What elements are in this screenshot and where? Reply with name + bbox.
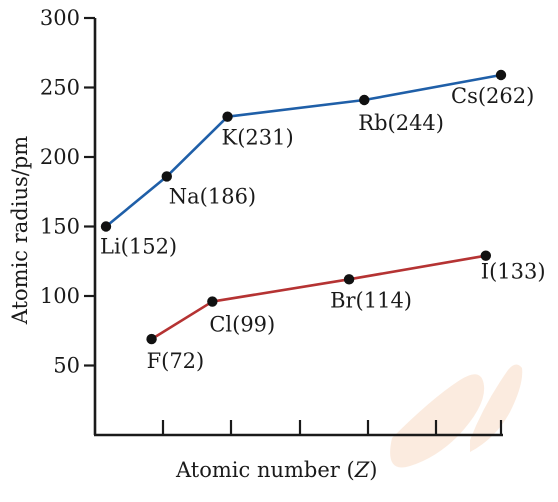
label-na: Na(186): [169, 184, 256, 208]
y-tick-label-200: 200: [40, 145, 80, 169]
point-cl: [207, 296, 218, 307]
label-rb: Rb(244): [358, 111, 444, 135]
x-axis-title-close: ): [369, 458, 377, 482]
label-f: F(72): [147, 349, 205, 373]
point-cs: [495, 69, 507, 81]
markers: [100, 69, 507, 345]
label-li: Li(152): [100, 235, 177, 259]
y-tick-label-250: 250: [40, 76, 80, 100]
series-line-1: [105, 73, 502, 228]
point-i: [480, 250, 492, 261]
y-tick-label-150: 150: [40, 215, 80, 239]
y-axis-title: Atomic radius/pm: [8, 136, 32, 325]
y-tick-label-300: 300: [40, 6, 80, 30]
label-cl: Cl(99): [209, 313, 275, 337]
x-ticks: [161, 420, 503, 435]
label-br: Br(114): [330, 288, 412, 312]
point-br: [343, 274, 355, 285]
point-f: [146, 333, 157, 345]
y-tick-label-100: 100: [40, 284, 80, 308]
point-rb: [359, 94, 370, 106]
y-ticks: 50 100 150 200 250 300: [40, 6, 95, 378]
point-li: [100, 221, 112, 232]
point-k: [222, 111, 233, 122]
x-axis-title-text: Atomic number (: [175, 458, 355, 482]
point-labels: Li(152) Na(186) K(231) Rb(244) Cs(262) F(72)C…: [100, 84, 546, 373]
series-line-2: [150, 254, 487, 341]
y-tick-label-50: 50: [53, 354, 80, 378]
x-axis-symbol: Z: [354, 458, 370, 482]
label-i: I(133): [481, 260, 546, 284]
x-axis-title: Atomic number (Z): [175, 458, 377, 482]
label-cs: Cs(262): [451, 84, 534, 108]
point-na: [161, 171, 172, 182]
label-k: K(231): [222, 126, 294, 150]
watermark: [390, 364, 523, 468]
